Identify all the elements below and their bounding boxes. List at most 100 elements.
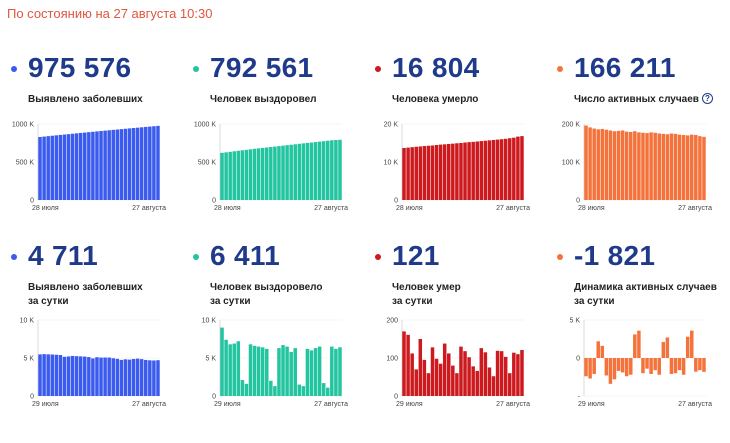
- bar: [252, 148, 257, 200]
- bar: [698, 136, 702, 200]
- stat-value: 4 711: [28, 240, 99, 271]
- bar: [156, 360, 160, 396]
- info-icon[interactable]: ?: [701, 93, 713, 104]
- y-tick-label: 1000 K: [194, 122, 217, 129]
- bar: [232, 343, 236, 396]
- bullet-dot: [375, 254, 381, 260]
- bar: [293, 348, 297, 396]
- bar: [260, 147, 265, 200]
- bar: [83, 132, 87, 200]
- bar: [600, 345, 605, 358]
- bar: [455, 373, 459, 396]
- y-tick-label: 0: [30, 394, 34, 401]
- bar: [123, 128, 128, 200]
- y-tick-label: 1000 K: [12, 122, 35, 129]
- bar: [645, 358, 649, 369]
- y-tick-label: 100: [386, 356, 398, 363]
- bar: [313, 142, 318, 200]
- bar: [42, 354, 46, 396]
- bar: [442, 343, 447, 396]
- stat-label: Человек выздоровел: [210, 93, 317, 107]
- stat-value: 975 576: [28, 52, 132, 83]
- bar: [256, 148, 261, 200]
- bar: [471, 141, 475, 200]
- bar: [66, 356, 71, 396]
- bar: [152, 126, 156, 200]
- bar: [289, 351, 293, 396]
- stat-value: 121: [392, 240, 440, 271]
- bar: [260, 347, 265, 396]
- bar: [612, 131, 617, 200]
- bar: [103, 357, 107, 396]
- bar: [641, 132, 645, 200]
- bar: [702, 358, 706, 372]
- y-tick-label: 0: [212, 394, 216, 401]
- stat-label-line1: Выявлено заболевших: [28, 282, 143, 293]
- bar: [669, 133, 674, 200]
- bar: [588, 127, 592, 200]
- bar: [669, 358, 674, 374]
- bar: [665, 337, 670, 358]
- bar: [309, 350, 314, 396]
- bar: [649, 132, 653, 200]
- bar: [265, 147, 269, 200]
- bar: [285, 145, 289, 200]
- bar: [426, 145, 431, 200]
- bar: [588, 358, 592, 379]
- bar-chart: - 0 5 K 29 июля 27 августа: [569, 318, 712, 409]
- bar: [487, 140, 492, 200]
- bar: [330, 140, 334, 200]
- bar: [326, 387, 330, 396]
- bar: [475, 370, 479, 396]
- bar: [305, 142, 310, 200]
- y-tick-label: 0: [394, 198, 398, 205]
- bar: [115, 129, 120, 200]
- bar: [616, 358, 621, 371]
- bar: [402, 147, 406, 200]
- bar: [313, 348, 318, 396]
- bar: [690, 134, 694, 200]
- bar: [645, 133, 649, 200]
- stat-label: Динамика активных случаев за сутки: [574, 281, 717, 309]
- bar: [426, 373, 431, 396]
- bar: [596, 341, 600, 358]
- bar: [483, 140, 488, 200]
- y-tick-label: 500 K: [16, 160, 35, 167]
- bar: [273, 386, 277, 396]
- bar: [592, 358, 596, 374]
- stat-label: Выявлено заболевших за сутки: [28, 281, 143, 309]
- stat-label: Человек умер за сутки: [392, 281, 461, 309]
- bar: [633, 131, 637, 200]
- status-timestamp: По состоянию на 27 августа 10:30: [7, 6, 213, 21]
- bar: [402, 331, 406, 396]
- stat-label-line1: Выявлено заболевших: [28, 94, 143, 105]
- bar: [248, 344, 253, 396]
- y-tick-label: 0: [30, 198, 34, 205]
- bar: [240, 150, 245, 200]
- bar: [604, 129, 609, 200]
- bar: [244, 383, 249, 396]
- x-start-label: 28 июля: [578, 205, 605, 212]
- x-start-label: 29 июля: [214, 401, 241, 408]
- stat-label-line2: за сутки: [210, 296, 251, 307]
- bar: [50, 135, 54, 200]
- bar: [520, 136, 524, 200]
- bar: [451, 143, 455, 200]
- bar: [641, 358, 645, 374]
- bar: [321, 383, 326, 396]
- bar: [629, 131, 633, 200]
- stat-card: 6 411 Человек выздоровело за сутки 0 5 K 10 K…: [190, 236, 365, 436]
- bar: [265, 348, 269, 396]
- stat-value: 792 561: [210, 52, 314, 83]
- bar: [78, 356, 83, 396]
- bar: [127, 128, 132, 200]
- stat-label-line1: Человек выздоровело: [210, 282, 323, 293]
- stat-label: Человек выздоровело за сутки: [210, 281, 323, 309]
- bar: [107, 357, 111, 396]
- stat-label-line1: Число активных случаев: [574, 94, 699, 105]
- stat-label-line1: Человек умер: [392, 282, 461, 293]
- bar: [584, 125, 588, 200]
- stat-label-line2: за сутки: [574, 296, 615, 307]
- bar: [637, 330, 641, 358]
- stat-value: 16 804: [392, 52, 480, 83]
